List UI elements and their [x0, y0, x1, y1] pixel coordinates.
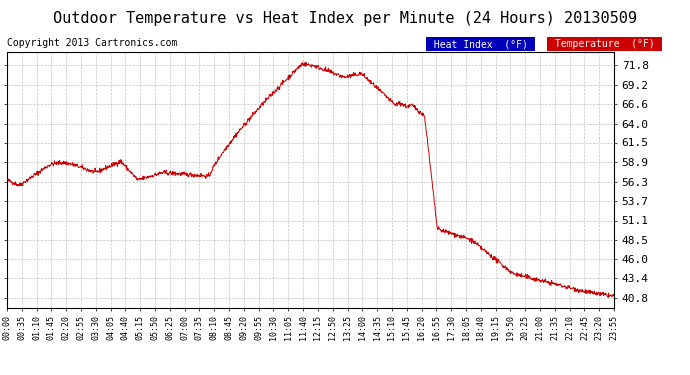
Text: Outdoor Temperature vs Heat Index per Minute (24 Hours) 20130509: Outdoor Temperature vs Heat Index per Mi…	[53, 11, 637, 26]
Text: Heat Index  (°F): Heat Index (°F)	[428, 39, 533, 50]
Text: Temperature  (°F): Temperature (°F)	[549, 39, 660, 50]
Text: Copyright 2013 Cartronics.com: Copyright 2013 Cartronics.com	[7, 38, 177, 48]
